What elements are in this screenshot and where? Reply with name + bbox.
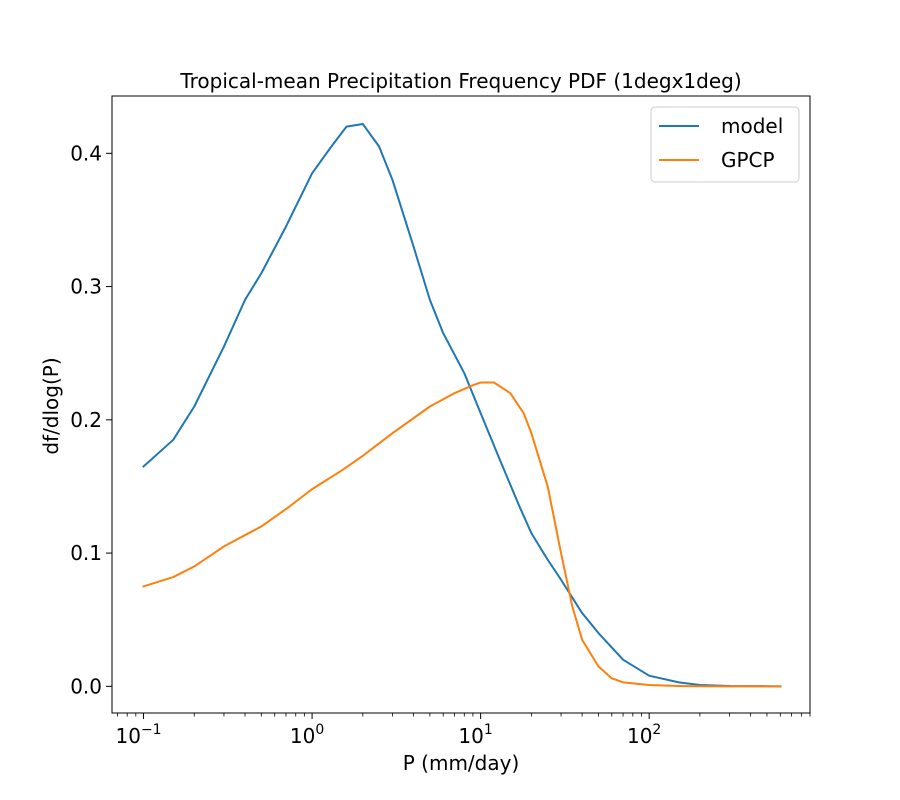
legend-label-gpcp: GPCP xyxy=(721,148,775,172)
chart-title: Tropical-mean Precipitation Frequency PD… xyxy=(179,69,741,93)
y-tick-label: 0.1 xyxy=(70,541,102,565)
x-tick-label: 102 xyxy=(627,722,661,748)
y-tick-label: 0.4 xyxy=(70,141,102,165)
x-tick-label: 10−1 xyxy=(115,722,161,748)
y-tick-label: 0.3 xyxy=(70,275,102,299)
series-line-model xyxy=(142,122,782,688)
legend-label-model: model xyxy=(721,114,783,138)
y-tick-label: 0.0 xyxy=(70,674,102,698)
x-axis-label: P (mm/day) xyxy=(403,751,520,775)
x-tick-label: 100 xyxy=(290,722,324,748)
y-axis-label: df/dlog(P) xyxy=(39,357,63,454)
legend: model GPCP xyxy=(650,106,800,183)
plot-area: 0.0 0.1 0.2 0.3 0.4 10−1 100 101 102 xyxy=(70,95,811,748)
series-line-gpcp xyxy=(142,381,782,688)
axes-frame xyxy=(111,95,811,714)
y-tick-label: 0.2 xyxy=(70,408,102,432)
x-tick-label: 101 xyxy=(458,722,492,748)
